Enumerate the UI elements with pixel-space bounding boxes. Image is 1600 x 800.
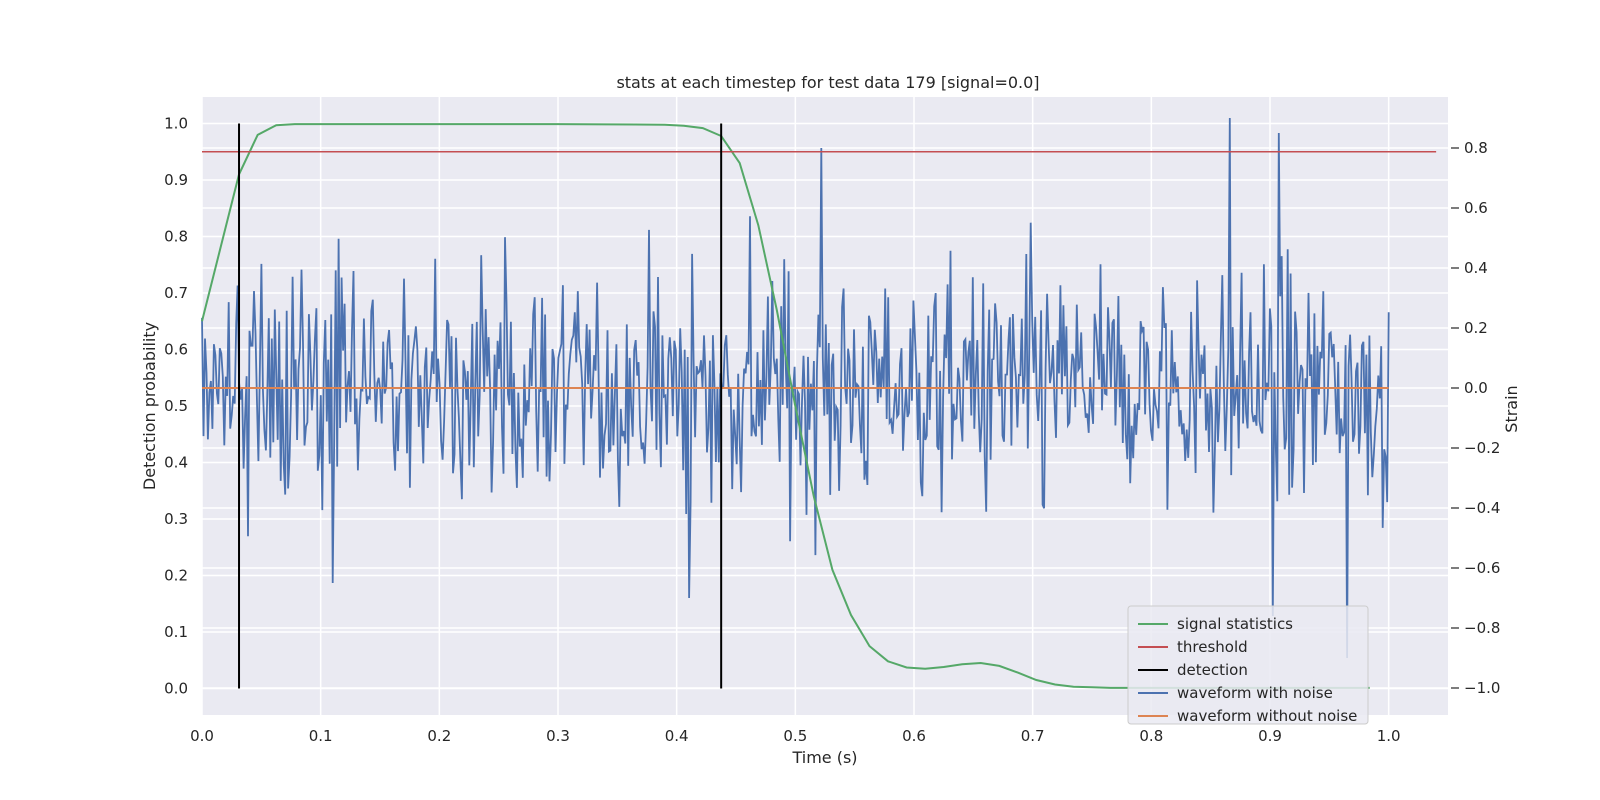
x-tick-label: 1.0 <box>1377 727 1401 745</box>
y-left-tick-label: 0.1 <box>164 623 188 641</box>
x-tick-label: 0.5 <box>783 727 807 745</box>
y-left-tick-label: 0.6 <box>164 341 188 359</box>
y-right-tick-label: −0.4 <box>1464 499 1500 517</box>
y-left-tick-label: 0.4 <box>164 453 188 471</box>
legend-label: threshold <box>1177 638 1248 656</box>
y-right-tick-label: 0.8 <box>1464 139 1488 157</box>
x-tick-label: 0.3 <box>546 727 570 745</box>
y-right-tick-label: −0.6 <box>1464 559 1500 577</box>
x-tick-label: 0.9 <box>1258 727 1282 745</box>
x-axis-label: Time (s) <box>791 748 857 767</box>
y-left-tick-label: 0.7 <box>164 284 188 302</box>
y-left-tick-label: 0.3 <box>164 510 188 528</box>
y-right-tick-label: 0.0 <box>1464 379 1488 397</box>
legend-label: waveform without noise <box>1177 707 1357 725</box>
y-left-tick-label: 0.8 <box>164 228 188 246</box>
x-tick-label: 0.1 <box>309 727 333 745</box>
x-tick-label: 0.2 <box>427 727 451 745</box>
legend-label: detection <box>1177 661 1248 679</box>
y-axis-right-label: Strain <box>1502 385 1521 432</box>
y-right-tick-label: −0.2 <box>1464 439 1500 457</box>
series-signal-statistics <box>201 123 1370 689</box>
y-axis-left-label: Detection probability <box>140 322 159 490</box>
legend-box <box>1127 605 1369 725</box>
y-left-tick-label: 0.5 <box>164 397 188 415</box>
legend-label: waveform with noise <box>1177 684 1333 702</box>
x-tick-label: 0.6 <box>902 727 926 745</box>
y-right-tick-label: 0.6 <box>1464 199 1488 217</box>
y-left-tick-label: 1.0 <box>164 115 188 133</box>
series-layer <box>201 117 1437 689</box>
y-left-tick-label: 0.2 <box>164 566 188 584</box>
y-right-tick-label: −1.0 <box>1464 679 1500 697</box>
y-right-tick-label: 0.4 <box>1464 259 1488 277</box>
y-right-tick-label: 0.2 <box>1464 319 1488 337</box>
y-right-tick-label: −0.8 <box>1464 619 1500 637</box>
legend-label: signal statistics <box>1177 615 1293 633</box>
x-tick-label: 0.0 <box>190 727 214 745</box>
legend: signal statistics threshold detection wavef… <box>1127 605 1369 725</box>
y-left-tick-label: 0.9 <box>164 171 188 189</box>
x-tick-label: 0.8 <box>1139 727 1163 745</box>
tick-layer: 0.0 0.1 0.2 0.3 0.4 0.5 0.6 0.7 0.8 0.9 1.0 0.0 0.1 0… <box>164 115 1500 745</box>
x-tick-label: 0.7 <box>1021 727 1045 745</box>
y-left-tick-label: 0.0 <box>164 679 188 697</box>
chart-title: stats at each timestep for test data 179… <box>616 73 1039 92</box>
x-tick-label: 0.4 <box>665 727 689 745</box>
